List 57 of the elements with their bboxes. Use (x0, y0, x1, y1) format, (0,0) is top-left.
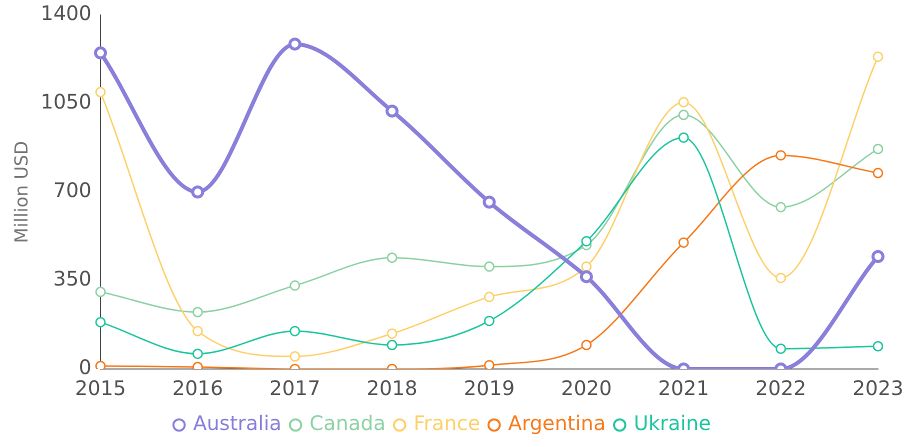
point (290, 326, 300, 336)
point (386, 340, 398, 350)
point (290, 280, 300, 291)
point (484, 261, 494, 272)
point (776, 150, 786, 161)
point (192, 348, 203, 360)
y-tick-label: 350 (53, 266, 92, 291)
point (386, 328, 398, 339)
y-tick-label: 1050 (40, 90, 92, 114)
legend-label: France (414, 411, 480, 436)
point (776, 202, 786, 212)
point (192, 326, 203, 336)
point (95, 316, 106, 328)
point (776, 272, 786, 284)
point (872, 51, 884, 62)
point (484, 360, 494, 369)
point (580, 270, 593, 284)
point (776, 344, 786, 354)
point (191, 186, 204, 198)
point (872, 340, 884, 352)
point (872, 144, 884, 154)
legend-label: Ukraine (634, 411, 711, 436)
point (95, 86, 106, 98)
point (581, 236, 592, 247)
point (482, 196, 496, 209)
x-tick-label: 2022 (755, 376, 806, 400)
point (581, 340, 592, 350)
x-tick-label: 2018 (366, 376, 418, 400)
x-tick-label: 2019 (464, 376, 515, 400)
x-tick-label: 2023 (852, 376, 904, 400)
point (484, 316, 494, 326)
y-tick-label: 1400 (40, 1, 92, 26)
point (872, 168, 884, 178)
x-tick-label: 2016 (172, 376, 224, 400)
point (678, 96, 689, 108)
point (386, 104, 399, 118)
y-axis-title: Million USD (11, 140, 32, 244)
legend-label: Australia (193, 411, 282, 436)
point (192, 306, 203, 318)
x-tick-label: 2020 (560, 376, 612, 400)
point (95, 286, 106, 298)
point (581, 261, 592, 272)
point (94, 46, 107, 60)
y-tick-label: 700 (53, 178, 92, 202)
point (95, 360, 106, 369)
x-tick-label: 2021 (658, 376, 710, 400)
x-tick-label: 2017 (269, 376, 320, 400)
point (290, 351, 300, 362)
point (678, 110, 689, 120)
legend-label: Canada (310, 411, 386, 436)
legend-label: Argentina (508, 411, 606, 436)
point (678, 132, 689, 143)
point (386, 252, 398, 263)
point (484, 292, 494, 302)
point (872, 250, 884, 263)
point (288, 38, 302, 51)
point (678, 237, 689, 248)
